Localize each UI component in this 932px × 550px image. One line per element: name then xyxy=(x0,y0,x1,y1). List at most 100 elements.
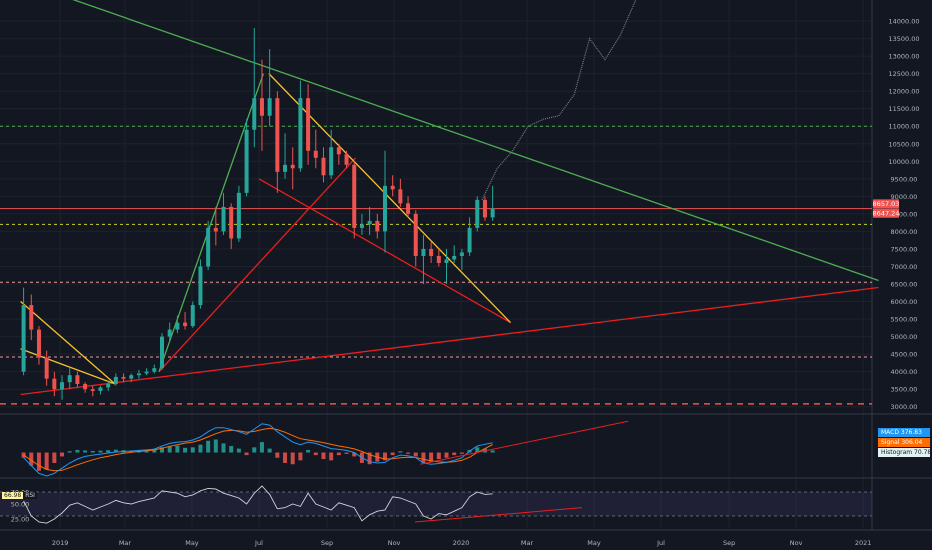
macd-line xyxy=(23,423,493,477)
macd-histogram-bar xyxy=(459,452,464,454)
price-tick-label: 9000.00 xyxy=(891,193,918,201)
candle-body xyxy=(306,98,311,151)
macd-histogram-bar xyxy=(198,444,203,453)
projection-path xyxy=(481,0,637,201)
projection-line xyxy=(481,0,637,201)
candle-body xyxy=(352,164,357,228)
price-tick-label: 3000.00 xyxy=(891,403,918,411)
candle-body xyxy=(90,389,95,391)
rsi-name: RSI xyxy=(23,492,37,499)
macd-histogram-bar xyxy=(406,452,411,454)
price-tick-label: 7000.00 xyxy=(891,263,918,271)
candle-body xyxy=(83,383,88,390)
candle-body xyxy=(106,383,111,388)
candle-body xyxy=(98,387,103,391)
candle-body xyxy=(298,98,303,169)
macd-histogram-bar xyxy=(275,452,280,458)
price-tick-label: 14000.00 xyxy=(888,18,919,26)
rsi-line xyxy=(23,485,493,524)
price-tick-label: 10000.00 xyxy=(888,158,919,166)
price-tick-label: 6000.00 xyxy=(891,298,918,306)
macd-histogram-bar xyxy=(60,452,65,457)
macd-histogram-bar xyxy=(382,452,387,461)
rsi-pane xyxy=(0,485,872,524)
macd-histogram-bar xyxy=(190,447,195,453)
candle-body xyxy=(283,164,288,172)
candle-body xyxy=(336,147,341,155)
time-tick-label: Jul xyxy=(656,539,665,547)
macd-legend-signal: Signal 306.04 xyxy=(878,438,930,447)
candle-body xyxy=(206,227,211,267)
macd-histogram-bar xyxy=(167,446,172,453)
candle-body xyxy=(290,164,295,169)
candle-body xyxy=(21,305,26,372)
macd-histogram-bar xyxy=(398,451,403,453)
price-tick-label: 11000.00 xyxy=(888,123,919,131)
candle-body xyxy=(190,305,195,327)
trendline xyxy=(268,73,511,324)
trendlines xyxy=(20,0,879,396)
macd-histogram-bar xyxy=(229,446,234,453)
time-tick-label: May xyxy=(185,539,199,547)
price-tick-label: 11500.00 xyxy=(888,105,919,113)
candle-body xyxy=(429,248,434,256)
macd-histogram-bar xyxy=(152,449,157,453)
trendline xyxy=(20,301,116,385)
candle-body xyxy=(459,252,464,256)
candle-body xyxy=(313,150,318,158)
time-tick-label: 2021 xyxy=(855,539,872,547)
price-tag-label: 8657.03 xyxy=(873,200,900,208)
price-tick-label: 13000.00 xyxy=(888,53,919,61)
axes: 14000.00 13500.00 13000.00 12500.00 12000.00… xyxy=(11,18,920,547)
price-tag-bg xyxy=(873,199,899,209)
candle-body xyxy=(490,208,495,218)
candle-body xyxy=(60,382,65,390)
rsi-tick-label: 50.00 xyxy=(11,501,30,509)
candle-body xyxy=(259,98,264,116)
candle-body xyxy=(375,220,380,232)
candle-body xyxy=(144,371,149,374)
candle-body xyxy=(213,227,218,232)
macd-histogram-bar xyxy=(29,452,34,466)
candle-body xyxy=(229,206,234,239)
candle-body xyxy=(52,378,57,390)
candle-body xyxy=(367,220,372,225)
price-tick-label: 5000.00 xyxy=(891,333,918,341)
macd-legend-histogram: Histogram 70.78 xyxy=(878,448,930,457)
trendline xyxy=(72,0,879,282)
price-tick-label: 12000.00 xyxy=(888,88,919,96)
macd-histogram-bar xyxy=(321,452,326,460)
candle-body xyxy=(398,189,403,204)
macd-histogram-bar xyxy=(436,452,441,460)
candle-body xyxy=(136,373,141,376)
candle-body xyxy=(421,248,426,256)
macd-histogram-bar xyxy=(475,447,480,453)
candle-body xyxy=(475,199,480,228)
candle-body xyxy=(344,154,349,165)
macd-histogram-bar xyxy=(413,452,418,457)
macd-histogram-bar xyxy=(183,447,188,453)
candle-body xyxy=(252,98,257,130)
macd-histogram-bar xyxy=(129,450,134,453)
price-tick-label: 5500.00 xyxy=(891,316,918,324)
macd-histogram-bar xyxy=(144,450,149,453)
candle-body xyxy=(452,255,457,260)
macd-trendline xyxy=(420,420,629,465)
rsi-tick-label: 25.00 xyxy=(11,516,30,524)
chart-grid xyxy=(0,0,932,531)
macd-histogram-bar xyxy=(106,450,111,453)
candle-body xyxy=(382,185,387,232)
candle-body xyxy=(321,157,326,176)
macd-histogram-bar xyxy=(421,452,426,463)
time-tick-label: 2019 xyxy=(52,539,69,547)
candle-body xyxy=(152,368,157,372)
macd-histogram-bar xyxy=(206,440,211,453)
macd-histogram-bar xyxy=(267,448,272,453)
macd-histogram-bar xyxy=(236,448,241,453)
macd-histogram-bar xyxy=(83,450,88,453)
rsi-value: 66.98 xyxy=(2,492,24,499)
macd-histogram-bar xyxy=(298,452,303,461)
candle-body xyxy=(329,147,334,176)
macd-pane xyxy=(21,420,629,477)
